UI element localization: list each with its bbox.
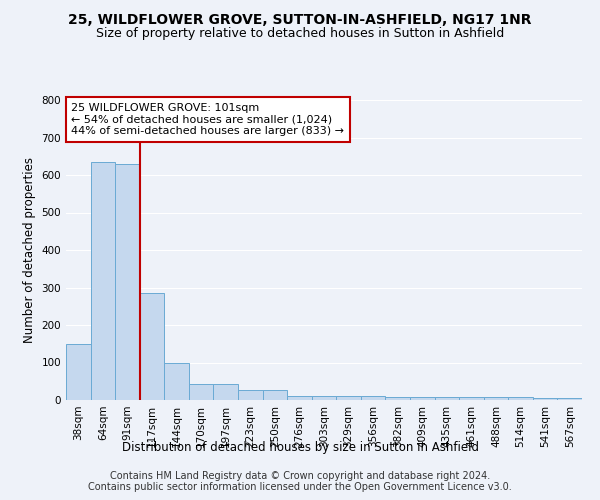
Bar <box>459 398 484 400</box>
Bar <box>484 398 508 400</box>
Bar <box>287 396 312 400</box>
Text: 25 WILDFLOWER GROVE: 101sqm
← 54% of detached houses are smaller (1,024)
44% of : 25 WILDFLOWER GROVE: 101sqm ← 54% of det… <box>71 103 344 136</box>
Bar <box>508 398 533 400</box>
Bar <box>361 396 385 400</box>
Text: Distribution of detached houses by size in Sutton in Ashfield: Distribution of detached houses by size … <box>121 441 479 454</box>
Bar <box>410 398 434 400</box>
Bar <box>533 398 557 400</box>
Text: Contains public sector information licensed under the Open Government Licence v3: Contains public sector information licen… <box>88 482 512 492</box>
Bar <box>140 293 164 400</box>
Bar <box>312 396 336 400</box>
Bar <box>164 362 189 400</box>
Bar <box>91 162 115 400</box>
Y-axis label: Number of detached properties: Number of detached properties <box>23 157 36 343</box>
Text: 25, WILDFLOWER GROVE, SUTTON-IN-ASHFIELD, NG17 1NR: 25, WILDFLOWER GROVE, SUTTON-IN-ASHFIELD… <box>68 12 532 26</box>
Text: Contains HM Land Registry data © Crown copyright and database right 2024.: Contains HM Land Registry data © Crown c… <box>110 471 490 481</box>
Bar <box>263 390 287 400</box>
Bar <box>336 396 361 400</box>
Bar <box>214 384 238 400</box>
Bar <box>557 398 582 400</box>
Bar <box>189 384 214 400</box>
Bar <box>385 398 410 400</box>
Bar <box>434 398 459 400</box>
Text: Size of property relative to detached houses in Sutton in Ashfield: Size of property relative to detached ho… <box>96 28 504 40</box>
Bar <box>66 344 91 400</box>
Bar <box>238 390 263 400</box>
Bar <box>115 164 140 400</box>
